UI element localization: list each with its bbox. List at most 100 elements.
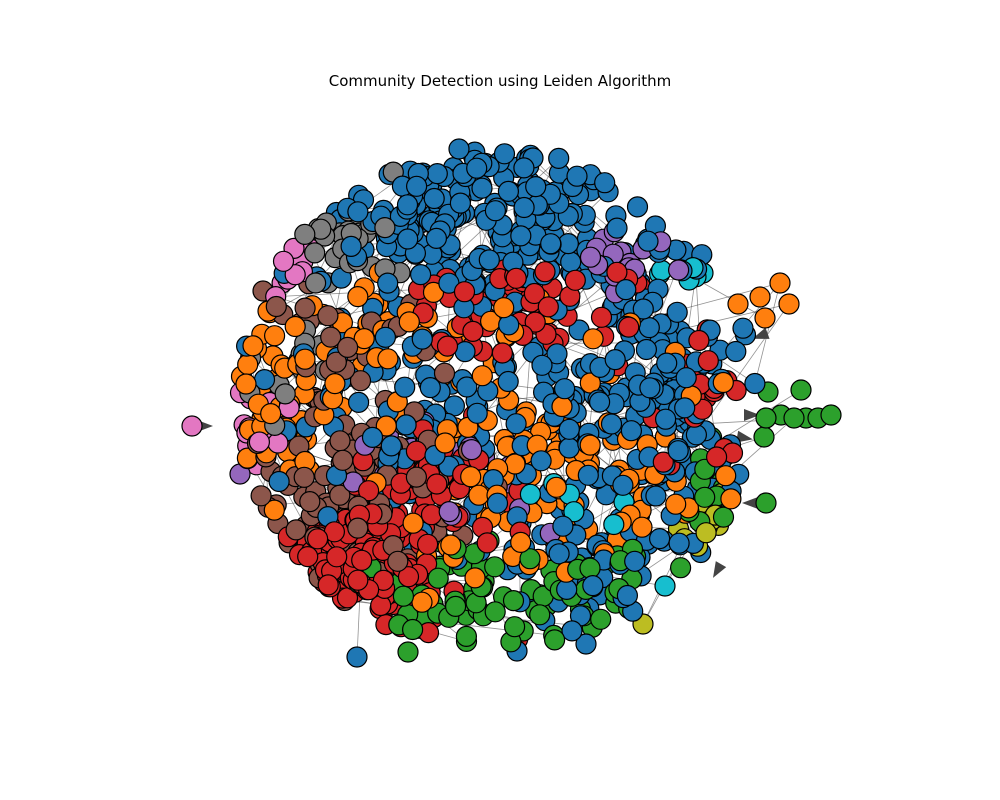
graph-node-community-0 xyxy=(406,175,428,197)
graph-node-community-0 xyxy=(561,620,583,642)
graph-node-community-1 xyxy=(264,325,286,347)
graph-node-community-6 xyxy=(272,250,295,272)
graph-node-community-1 xyxy=(579,434,601,456)
graph-node-community-5 xyxy=(325,351,347,373)
graph-node-community-3 xyxy=(705,446,728,468)
graph-node-community-0 xyxy=(540,233,562,255)
graph-node-community-0 xyxy=(486,492,509,514)
graph-node-community-5 xyxy=(387,550,409,572)
graph-node-community-5 xyxy=(294,297,316,319)
nodes-layer xyxy=(181,138,842,668)
graph-node-community-3 xyxy=(476,532,498,554)
graph-node-community-5 xyxy=(329,430,351,452)
graph-node-community-0 xyxy=(635,338,658,361)
graph-node-community-3 xyxy=(426,473,448,495)
graph-node-community-0 xyxy=(648,527,671,550)
graph-node-community-2 xyxy=(579,557,601,579)
graph-node-community-2 xyxy=(402,618,424,641)
graph-node-community-0 xyxy=(426,163,448,185)
graph-node-community-7 xyxy=(305,272,327,294)
graph-node-community-3 xyxy=(534,261,556,283)
graph-node-community-3 xyxy=(317,574,339,596)
graph-node-community-1 xyxy=(715,465,737,487)
graph-node-community-1 xyxy=(749,286,771,308)
graph-node-community-0 xyxy=(374,326,396,348)
graph-node-community-2 xyxy=(820,404,842,426)
graph-node-community-7 xyxy=(304,242,326,264)
graph-node-community-1 xyxy=(235,373,257,395)
graph-node-community-7 xyxy=(374,217,396,239)
graph-node-community-1 xyxy=(324,373,346,395)
graph-node-community-0 xyxy=(656,352,678,374)
graph-node-community-0 xyxy=(654,408,677,430)
graph-node-community-0 xyxy=(615,279,637,301)
graph-node-community-8 xyxy=(695,522,717,544)
graph-node-community-0 xyxy=(397,228,419,250)
graph-node-community-2 xyxy=(590,608,612,630)
graph-node-community-0 xyxy=(340,235,362,257)
graph-node-community-0 xyxy=(395,414,417,436)
graph-node-community-3 xyxy=(453,281,476,303)
graph-node-community-1 xyxy=(353,328,375,350)
graph-node-community-3 xyxy=(347,569,369,591)
graph-node-community-3 xyxy=(491,342,513,364)
graph-node-community-4 xyxy=(461,439,483,461)
graph-node-community-2 xyxy=(755,407,777,429)
graph-node-community-0 xyxy=(425,227,447,249)
graph-node-community-0 xyxy=(513,157,535,179)
graph-node-community-0 xyxy=(497,180,519,202)
graph-node-community-1 xyxy=(720,488,742,510)
graph-node-community-0 xyxy=(531,354,553,376)
graph-node-community-1 xyxy=(545,476,567,498)
graph-node-community-0 xyxy=(616,584,639,607)
graph-node-community-2 xyxy=(783,407,805,429)
graph-node-community-1 xyxy=(464,567,486,589)
graph-node-community-1 xyxy=(411,591,433,613)
graph-node-community-1 xyxy=(493,297,515,319)
graph-node-community-0 xyxy=(626,196,649,218)
edge-arrowhead xyxy=(752,327,770,339)
graph-node-community-0 xyxy=(637,230,659,252)
graph-node-community-0 xyxy=(348,391,370,413)
graph-node-community-3 xyxy=(590,306,613,328)
graph-node-community-2 xyxy=(669,557,692,579)
graph-node-community-6 xyxy=(284,264,306,286)
graph-node-community-1 xyxy=(665,493,687,515)
graph-node-community-0 xyxy=(744,372,766,395)
graph-node-community-1 xyxy=(402,512,424,534)
graph-node-community-1 xyxy=(242,335,264,357)
graph-node-community-1 xyxy=(263,499,285,521)
graph-node-community-0 xyxy=(530,450,552,472)
graph-node-community-7 xyxy=(294,223,316,245)
graph-node-community-0 xyxy=(594,172,616,194)
graph-node-community-2 xyxy=(484,556,506,578)
graph-node-community-1 xyxy=(551,395,573,418)
graph-node-community-0 xyxy=(667,440,689,462)
graph-node-community-0 xyxy=(588,391,611,413)
graph-node-community-3 xyxy=(326,546,348,568)
graph-node-community-9 xyxy=(603,513,625,536)
graph-node-community-6 xyxy=(181,415,203,437)
graph-node-community-0 xyxy=(546,343,568,365)
graph-node-community-0 xyxy=(558,437,580,459)
graph-node-community-1 xyxy=(398,311,420,333)
graph-node-community-0 xyxy=(466,402,488,424)
graph-node-community-6 xyxy=(267,432,289,454)
graph-node-community-1 xyxy=(460,466,482,488)
graph-node-community-7 xyxy=(274,383,296,405)
graph-node-community-1 xyxy=(440,534,462,556)
graph-node-community-0 xyxy=(624,550,646,572)
graph-node-community-5 xyxy=(320,326,342,348)
graph-node-community-3 xyxy=(420,504,443,526)
graph-node-community-2 xyxy=(755,492,777,514)
graph-node-community-2 xyxy=(445,595,467,618)
graph-node-community-1 xyxy=(471,365,493,387)
graph-node-community-1 xyxy=(769,272,791,294)
graph-node-community-3 xyxy=(307,528,329,550)
graph-node-community-0 xyxy=(600,413,623,435)
graph-node-community-3 xyxy=(618,316,640,338)
graph-node-community-0 xyxy=(268,470,290,493)
graph-node-community-1 xyxy=(727,293,749,315)
graph-node-community-0 xyxy=(510,225,532,247)
